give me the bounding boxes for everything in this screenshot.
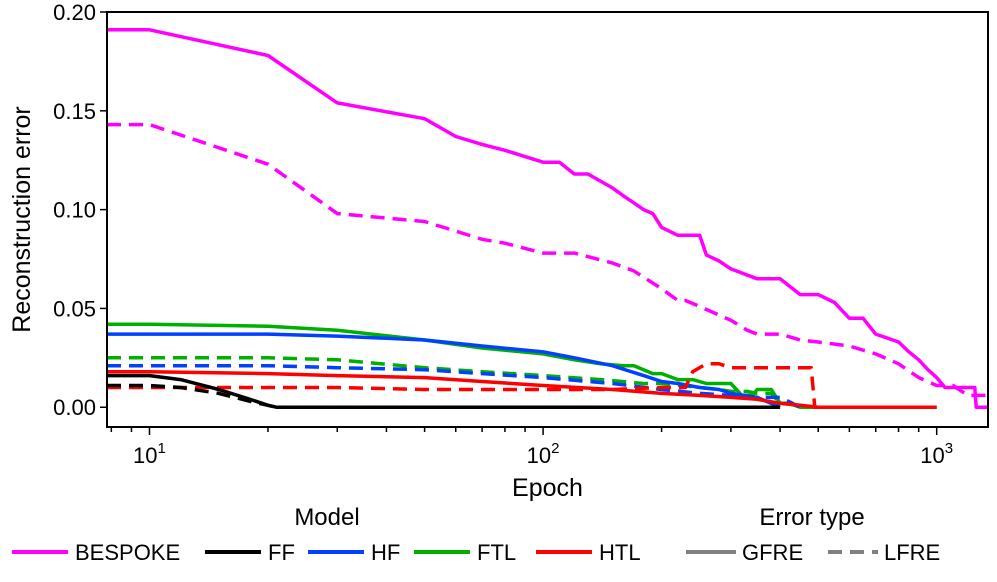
y-tick-label: 0.00 bbox=[53, 395, 96, 420]
legend-label-bespoke: BESPOKE bbox=[75, 540, 180, 565]
series-line-hf-gfre bbox=[107, 332, 781, 409]
x-tick-label: 102 bbox=[527, 440, 560, 468]
legend-label-ftl: FTL bbox=[477, 540, 516, 565]
x-axis-title: Epoch bbox=[512, 474, 583, 502]
x-tick-label: 101 bbox=[133, 440, 166, 468]
legend: Model Error type BESPOKE FF HF FTL HTL GFRE LF… bbox=[12, 504, 940, 565]
y-tick-label: 0.20 bbox=[53, 0, 96, 25]
legend-label-lfre: LFRE bbox=[884, 540, 940, 565]
legend-model-title: Model bbox=[294, 504, 359, 531]
y-axis: 0.00 0.05 0.10 0.15 0.20 bbox=[53, 0, 107, 420]
series-line-htl-lfre bbox=[107, 362, 835, 409]
legend-label-gfre: GFRE bbox=[742, 540, 803, 565]
y-tick-label: 0.15 bbox=[53, 99, 96, 124]
series-line-bespoke-lfre bbox=[107, 122, 988, 398]
y-axis-title: Reconstruction error bbox=[8, 106, 36, 332]
legend-error-type-title: Error type bbox=[759, 504, 864, 531]
series-line-ff-lfre bbox=[107, 383, 781, 409]
series-line-htl-gfre bbox=[107, 369, 937, 409]
series-line-bespoke-gfre bbox=[107, 28, 988, 409]
legend-label-hf: HF bbox=[371, 540, 400, 565]
series-line-hf-lfre bbox=[107, 363, 801, 409]
y-tick-label: 0.10 bbox=[53, 198, 96, 223]
y-tick-label: 0.05 bbox=[53, 296, 96, 321]
x-tick-label: 103 bbox=[920, 440, 953, 468]
x-axis: 101 102 103 bbox=[110, 427, 953, 468]
legend-label-htl: HTL bbox=[599, 540, 641, 565]
plot-frame bbox=[106, 11, 989, 428]
legend-label-ff: FF bbox=[268, 540, 295, 565]
series-layer bbox=[107, 28, 988, 409]
